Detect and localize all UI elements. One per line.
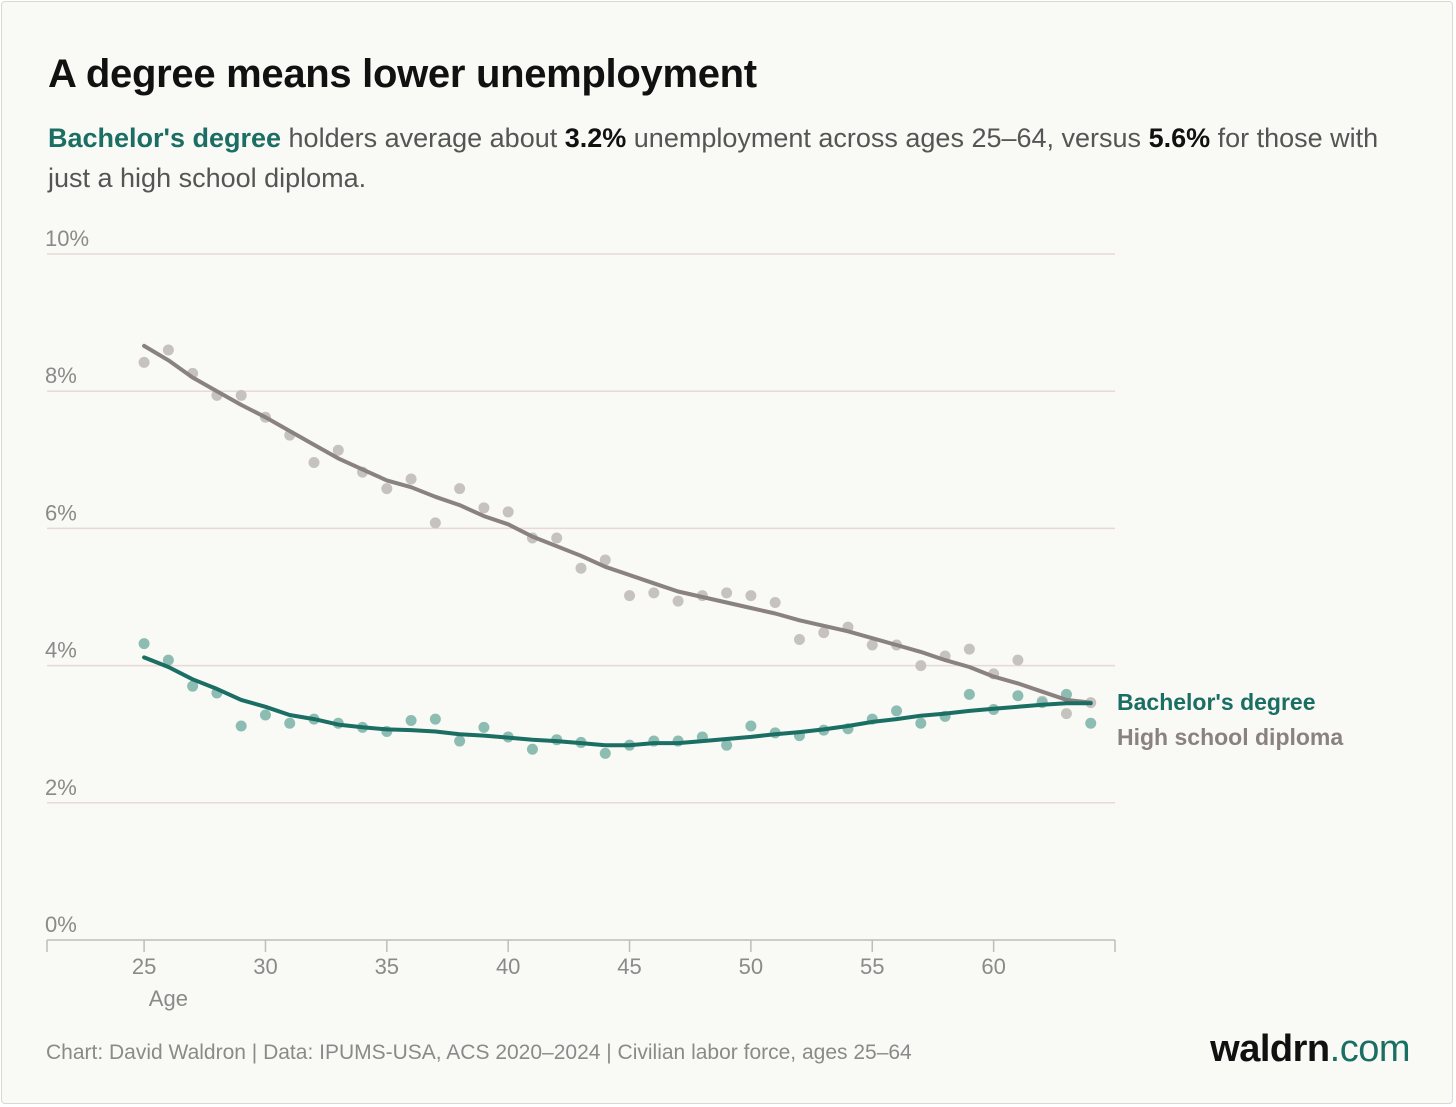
bachelor-point-49 (721, 739, 733, 751)
highschool-point-35 (381, 483, 393, 495)
y-axis-ticks: 0% 2% 4% 6% 8% 10% (45, 226, 89, 937)
x-tick-label-55: 55 (860, 954, 884, 979)
subtitle-text-3: for those with just a high school diplom… (48, 123, 1379, 193)
highschool-point-45 (624, 590, 636, 602)
bachelor-point-30 (259, 709, 271, 721)
gridlines (47, 253, 1115, 804)
highschool-point-49 (721, 587, 733, 599)
highschool-point-63 (1060, 708, 1072, 720)
highschool-point-59 (963, 643, 975, 655)
highschool-point-36 (405, 473, 417, 485)
highschool-point-47 (672, 595, 684, 607)
brand-logo: waldrn.com (1210, 1028, 1410, 1071)
subtitle-value-bachelor: 3.2% (564, 123, 627, 153)
highschool-point-26 (162, 344, 174, 356)
bachelor-point-27 (187, 680, 199, 692)
chart-source-footer: Chart: David Waldron | Data: IPUMS-USA, … (46, 1041, 912, 1064)
subtitle-text-2: unemployment across ages 25–64, versus (626, 123, 1149, 153)
highschool-point-40 (502, 506, 514, 518)
bachelor-point-61 (1012, 690, 1024, 702)
highschool-point-61 (1012, 654, 1024, 666)
highschool-point-25 (138, 356, 150, 368)
highschool-point-55 (866, 639, 878, 651)
y-tick-label-8: 8% (45, 363, 77, 388)
bachelor-point-44 (599, 747, 611, 759)
bachelor-point-29 (235, 720, 247, 732)
y-tick-label-4: 4% (45, 638, 77, 663)
bachelor-point-36 (405, 714, 417, 726)
bachelor-point-25 (138, 638, 150, 650)
bachelor-point-39 (478, 721, 490, 733)
highschool-point-39 (478, 502, 490, 514)
x-tick-label-40: 40 (496, 954, 520, 979)
subtitle-text-1: holders average about (281, 123, 565, 153)
highschool-point-37 (429, 517, 441, 529)
y-tick-label-0: 0% (45, 912, 77, 937)
chart-subtitle: Bachelor's degree holders average about … (48, 118, 1418, 198)
bachelor-point-38 (454, 735, 466, 747)
highschool-point-50 (745, 590, 757, 602)
highschool-point-38 (454, 483, 466, 495)
highschool-point-52 (793, 634, 805, 646)
trend-lines (142, 343, 1093, 748)
highschool-point-46 (648, 587, 660, 599)
highschool-point-42 (551, 532, 563, 544)
subtitle-value-highschool: 5.6% (1148, 123, 1211, 153)
highschool-point-57 (915, 660, 927, 672)
brand-tld: .com (1329, 1028, 1411, 1070)
series-labels: Bachelor's degree High school diploma (1117, 689, 1343, 750)
highschool-trend-line (142, 343, 1093, 705)
bachelor-point-41 (526, 743, 538, 755)
x-tick-label-35: 35 (375, 954, 399, 979)
bachelor-point-56 (891, 705, 903, 717)
bachelor-trend-line (142, 655, 1093, 748)
chart-title: A degree means lower unemployment (48, 52, 757, 96)
bachelor-point-50 (745, 720, 757, 732)
x-tick-label-60: 60 (981, 954, 1005, 979)
x-tick-label-45: 45 (617, 954, 641, 979)
highschool-point-29 (235, 389, 247, 401)
highschool-point-53 (818, 627, 830, 639)
x-tick-label-30: 30 (253, 954, 277, 979)
bachelor-point-37 (429, 713, 441, 725)
highschool-point-33 (332, 444, 344, 456)
x-axis-label: Age (149, 986, 188, 1011)
subtitle-highlight-bachelor: Bachelor's degree (48, 123, 282, 153)
bachelor-point-31 (284, 717, 296, 729)
highschool-point-32 (308, 457, 320, 469)
brand-name: waldrn (1210, 1028, 1330, 1070)
bachelor-point-64 (1085, 717, 1097, 729)
x-axis: 25 30 35 40 45 50 55 60 Age (46, 939, 1116, 1011)
x-tick-label-25: 25 (132, 954, 156, 979)
y-tick-label-10: 10% (45, 226, 89, 251)
series-label-highschool: High school diploma (1117, 724, 1343, 750)
y-tick-label-2: 2% (45, 775, 77, 800)
highschool-point-43 (575, 562, 587, 574)
highschool-point-44 (599, 554, 611, 566)
data-points (138, 344, 1097, 759)
y-tick-label-6: 6% (45, 500, 77, 525)
bachelor-point-59 (963, 688, 975, 700)
highschool-point-51 (769, 596, 781, 608)
bachelor-point-26 (162, 654, 174, 666)
bachelor-point-57 (915, 717, 927, 729)
series-label-bachelor: Bachelor's degree (1117, 689, 1316, 715)
x-tick-label-50: 50 (739, 954, 763, 979)
